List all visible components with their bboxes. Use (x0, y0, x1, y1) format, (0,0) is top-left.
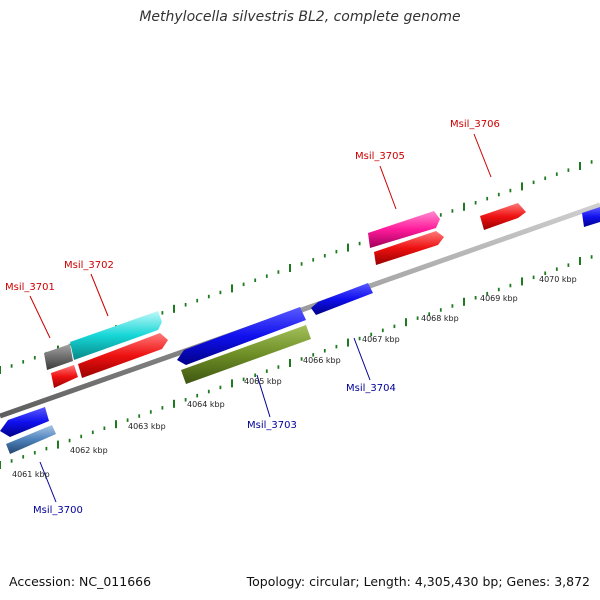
gene-label-msil3702[interactable]: Msil_3702 (64, 260, 114, 271)
gene-arrow-red-mid[interactable] (374, 231, 444, 265)
scale-label-4063: 4063 kbp (128, 422, 166, 431)
gene-arrow-blue-far-left[interactable] (0, 407, 49, 437)
gene-label-msil3705[interactable]: Msil_3705 (355, 151, 405, 162)
gene-arrow-msil3703[interactable] (181, 325, 311, 384)
scale-label-4061: 4061 kbp (12, 470, 50, 479)
gene-labels: Msil_3701 Msil_3702 Msil_3705 Msil_3706 … (5, 119, 500, 516)
scale-label-4070: 4070 kbp (539, 275, 577, 284)
scale-label-4062: 4062 kbp (70, 446, 108, 455)
gene-arrow-msil3705[interactable] (368, 211, 440, 248)
scale-label-4068: 4068 kbp (421, 314, 459, 323)
leader-msil3704 (353, 337, 371, 381)
gene-label-msil3706[interactable]: Msil_3706 (450, 119, 500, 130)
leader-msil3700 (39, 461, 57, 503)
forward-strand-genes (44, 203, 600, 388)
scale-label-4066: 4066 kbp (303, 356, 341, 365)
gene-arrow-msil3701[interactable] (44, 344, 73, 370)
gene-label-msil3700[interactable]: Msil_3700 (33, 505, 83, 516)
label-leaders (29, 133, 492, 503)
gene-label-msil3703[interactable]: Msil_3703 (247, 420, 297, 431)
leader-msil3701 (29, 295, 51, 339)
gene-arrow-msil3702[interactable] (70, 311, 162, 360)
gene-arrow-blue-long[interactable] (177, 307, 306, 365)
scale-label-4067: 4067 kbp (362, 335, 400, 344)
gene-arrow-red-long-left[interactable] (78, 333, 168, 378)
leader-msil3706 (473, 133, 492, 178)
map-title: Methylocella silvestris BL2, complete ge… (139, 9, 461, 25)
scale-label-4065: 4065 kbp (244, 377, 282, 386)
gene-arrow-blue-edge[interactable] (582, 207, 600, 227)
reverse-strand-genes (0, 283, 373, 454)
gene-label-msil3704[interactable]: Msil_3704 (346, 383, 396, 394)
scale-label-4069: 4069 kbp (480, 294, 518, 303)
leader-msil3702 (90, 273, 109, 317)
gene-label-msil3701[interactable]: Msil_3701 (5, 282, 55, 293)
leader-msil3703 (256, 374, 271, 418)
accession-text: Accession: NC_011666 (9, 574, 152, 589)
gene-arrow-msil3706[interactable] (480, 203, 526, 230)
genome-summary-text: Topology: circular; Length: 4,305,430 bp… (246, 574, 590, 589)
gene-arrow-small-red[interactable] (51, 365, 78, 388)
scale-label-4064: 4064 kbp (187, 400, 225, 409)
gene-arrow-msil3704[interactable] (311, 283, 373, 315)
gene-arrow-msil3700[interactable] (6, 425, 56, 454)
scale-labels: 4061 kbp 4062 kbp 4063 kbp 4064 kbp 4065… (12, 275, 577, 479)
leader-msil3705 (379, 165, 397, 210)
tick-row-inner (0, 255, 593, 469)
